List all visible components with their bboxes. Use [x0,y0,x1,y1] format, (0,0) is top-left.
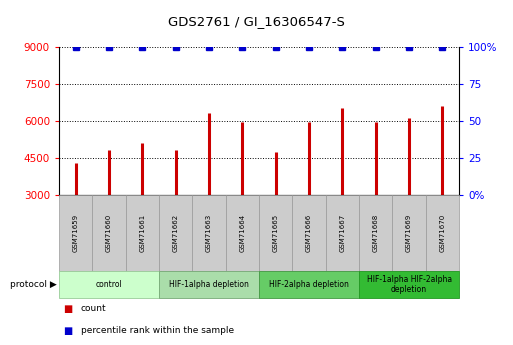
Text: percentile rank within the sample: percentile rank within the sample [81,326,233,335]
Text: GSM71661: GSM71661 [140,214,145,252]
Text: GSM71670: GSM71670 [440,214,445,252]
Text: GSM71667: GSM71667 [340,214,345,252]
Text: HIF-1alpha depletion: HIF-1alpha depletion [169,280,249,289]
Text: GSM71664: GSM71664 [240,214,245,252]
Text: control: control [95,280,123,289]
Text: ■: ■ [64,326,76,336]
Text: GSM71665: GSM71665 [273,214,279,252]
Text: GSM71662: GSM71662 [173,214,179,252]
Text: ■: ■ [64,304,76,314]
Text: GSM71668: GSM71668 [373,214,379,252]
Text: HIF-1alpha HIF-2alpha
depletion: HIF-1alpha HIF-2alpha depletion [367,275,451,294]
Text: GSM71669: GSM71669 [406,214,412,252]
Text: GDS2761 / GI_16306547-S: GDS2761 / GI_16306547-S [168,16,345,29]
Text: GSM71659: GSM71659 [73,214,78,252]
Text: count: count [81,304,106,313]
Text: GSM71660: GSM71660 [106,214,112,252]
Text: GSM71666: GSM71666 [306,214,312,252]
Text: GSM71663: GSM71663 [206,214,212,252]
Text: HIF-2alpha depletion: HIF-2alpha depletion [269,280,349,289]
Text: protocol ▶: protocol ▶ [10,280,56,289]
